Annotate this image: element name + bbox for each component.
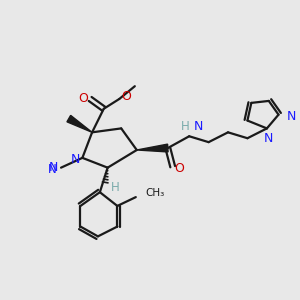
Text: N: N — [47, 163, 56, 176]
Text: N: N — [264, 132, 274, 145]
Text: N: N — [71, 153, 80, 166]
Text: CH₃: CH₃ — [146, 188, 165, 198]
Text: O: O — [175, 162, 184, 175]
Polygon shape — [67, 116, 92, 132]
Polygon shape — [137, 144, 168, 152]
Text: O: O — [78, 92, 88, 106]
Text: N: N — [49, 161, 58, 174]
Text: O: O — [121, 91, 131, 103]
Text: N: N — [286, 110, 296, 123]
Text: H: H — [180, 120, 189, 133]
Text: H: H — [110, 181, 119, 194]
Text: N: N — [194, 120, 203, 133]
